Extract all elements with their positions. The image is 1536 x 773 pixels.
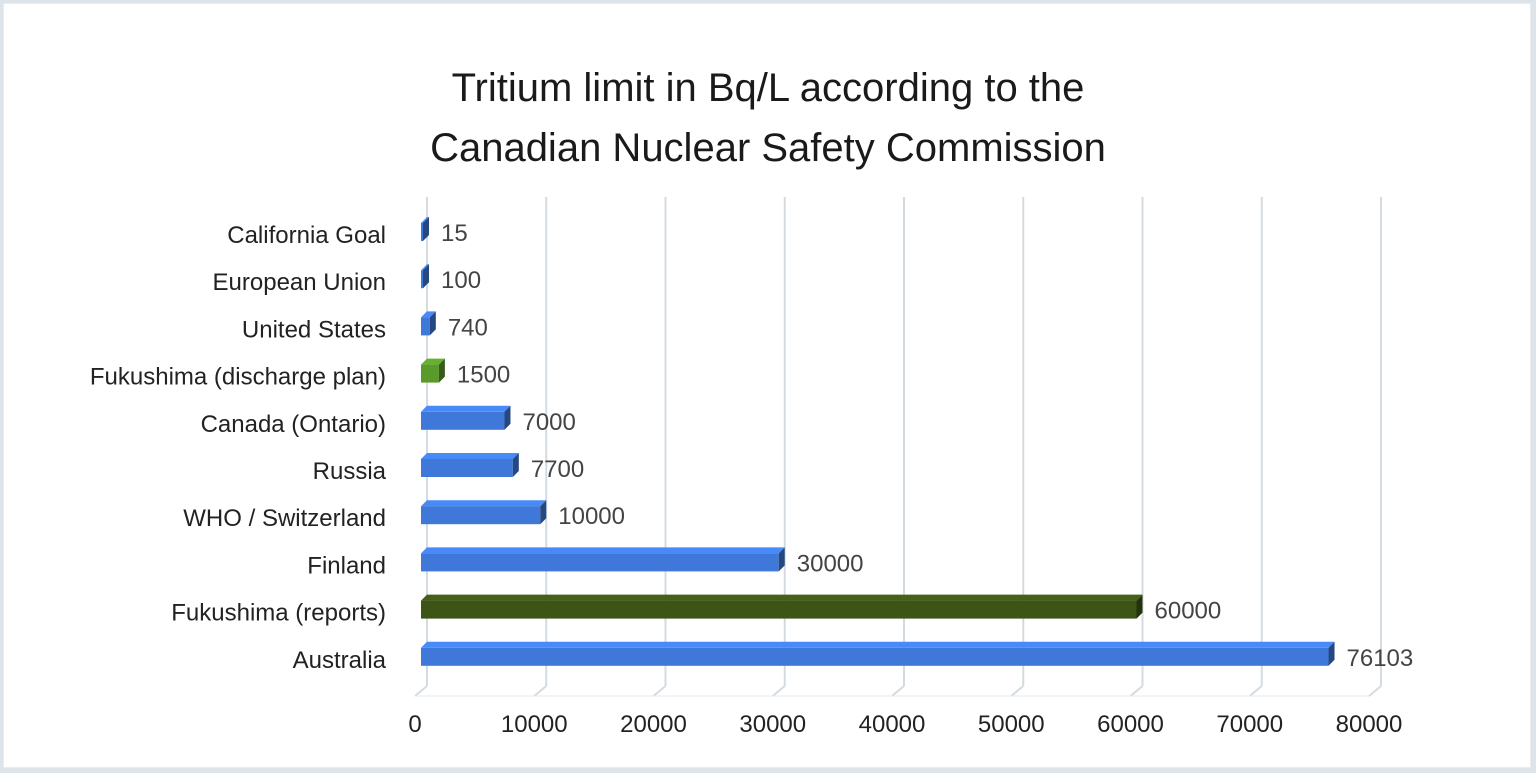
x-tick-label: 30000 <box>739 711 806 738</box>
value-label: 1500 <box>457 362 510 389</box>
value-label: 10000 <box>558 503 625 530</box>
bar-side <box>438 358 445 383</box>
gridline-floor <box>1249 685 1263 697</box>
x-tick-label: 10000 <box>501 711 568 738</box>
bar-side <box>1136 594 1143 619</box>
gridline-floor <box>1368 685 1382 697</box>
x-tick-label: 60000 <box>1097 711 1164 738</box>
bar <box>421 270 423 289</box>
bar-top <box>421 358 445 365</box>
bar-side <box>1328 641 1335 666</box>
bar <box>421 647 1329 666</box>
chart-title-line-2: Canadian Nuclear Safety Commission <box>430 126 1106 170</box>
x-tick-label: 0 <box>408 711 421 738</box>
bar-top <box>421 405 511 412</box>
bar <box>421 317 430 336</box>
bar <box>421 411 505 430</box>
category-label: Canada (Ontario) <box>201 411 386 438</box>
gridline-floor <box>772 685 786 697</box>
category-label: Fukushima (discharge plan) <box>90 364 386 391</box>
value-label: 30000 <box>797 550 864 577</box>
value-label: 60000 <box>1155 598 1222 625</box>
category-label: Russia <box>313 458 387 485</box>
gridline-floor <box>1129 685 1144 697</box>
x-tick-label: 70000 <box>1216 711 1283 738</box>
x-tick-label: 50000 <box>978 711 1045 738</box>
bar-top <box>421 594 1143 601</box>
value-label: 76103 <box>1347 645 1414 672</box>
bar <box>421 459 513 477</box>
bar-side <box>540 500 547 525</box>
bar-side <box>429 311 436 336</box>
bar <box>421 364 439 383</box>
category-label: Australia <box>293 647 387 674</box>
bar <box>421 223 423 241</box>
bar-top <box>421 547 785 554</box>
gridline-floor <box>891 685 905 697</box>
x-tick-label: 80000 <box>1336 711 1403 738</box>
bar-side <box>423 217 429 241</box>
bar <box>421 600 1137 619</box>
gridline-floor <box>414 685 428 697</box>
x-tick-label: 20000 <box>620 711 687 738</box>
bar-side <box>778 547 785 572</box>
category-label: WHO / Switzerland <box>183 505 386 532</box>
category-label: Finland <box>307 552 386 579</box>
value-label: 740 <box>448 314 488 341</box>
bar-top <box>421 311 436 318</box>
chart-title: Tritium limit in Bq/L according to the C… <box>0 58 1536 178</box>
bar <box>421 553 779 572</box>
bar-top <box>421 641 1335 648</box>
bar-top <box>421 500 547 507</box>
x-tick-label: 40000 <box>859 711 926 738</box>
chart-frame <box>3 3 1531 768</box>
bar-side <box>512 453 519 477</box>
gridline-floor <box>652 685 667 697</box>
gridline-floor <box>533 685 547 697</box>
bar-top <box>421 217 429 223</box>
bar <box>421 506 541 525</box>
gridline-floor <box>1010 685 1024 697</box>
category-label: Fukushima (reports) <box>171 600 386 627</box>
value-label: 7700 <box>531 456 584 483</box>
value-label: 15 <box>441 220 468 247</box>
category-label: European Union <box>213 269 386 296</box>
category-label: United States <box>242 316 386 343</box>
category-label: California Goal <box>227 222 386 249</box>
bar-top <box>421 453 519 459</box>
value-label: 100 <box>441 267 481 294</box>
value-label: 7000 <box>522 409 575 436</box>
bar-side <box>504 405 511 430</box>
bar-top <box>421 264 429 271</box>
chart-title-line-1: Tritium limit in Bq/L according to the <box>451 66 1085 110</box>
bar-side <box>423 264 429 289</box>
